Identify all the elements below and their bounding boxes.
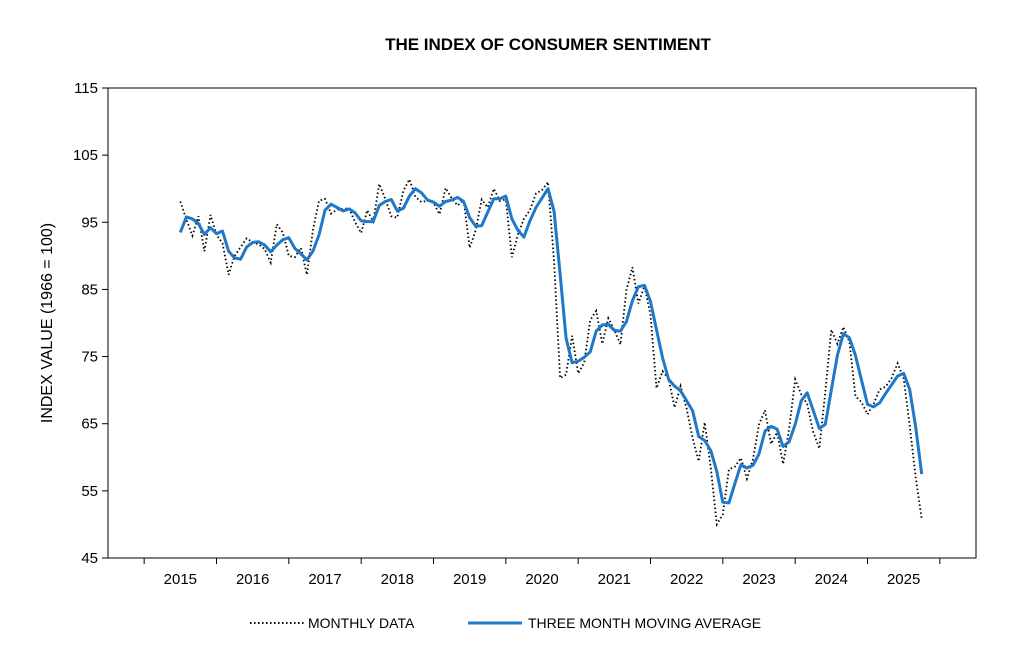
x-tick-label: 2023 — [742, 571, 775, 588]
x-tick-label: 2024 — [815, 571, 848, 588]
legend-item-average: THREE MONTH MOVING AVERAGE — [468, 615, 761, 631]
x-tick-label: 2025 — [887, 571, 920, 588]
y-tick-label: 55 — [81, 483, 98, 500]
y-axis-label: INDEX VALUE (1966 = 100) — [39, 223, 56, 423]
x-tick-label: 2015 — [164, 571, 197, 588]
x-tick-label: 2022 — [670, 571, 703, 588]
x-tick-label: 2016 — [236, 571, 269, 588]
y-tick-label: 85 — [81, 281, 98, 298]
y-tick-label: 115 — [74, 80, 98, 97]
y-tick-label: 105 — [73, 147, 98, 164]
series-line-monthly — [179, 177, 923, 528]
chart-title: THE INDEX OF CONSUMER SENTIMENT — [385, 35, 711, 54]
legend-label-monthly: MONTHLY DATA — [308, 615, 415, 631]
plot-area-frame — [107, 87, 977, 559]
y-tick-label: 45 — [81, 550, 98, 567]
x-tick-label: 2021 — [598, 571, 631, 588]
legend-item-monthly: MONTHLY DATA — [250, 615, 415, 631]
x-tick-label: 2020 — [525, 571, 558, 588]
x-axis: 2015 2016 2017 2018 2019 2020 2021 2022 2023 2024… — [143, 558, 941, 588]
y-tick-label: 75 — [81, 349, 98, 366]
x-tick-label: 2019 — [453, 571, 486, 588]
legend: MONTHLY DATA THREE MONTH MOVING AVERAGE — [250, 615, 761, 631]
y-axis: 45 55 65 75 85 95 105 115 — [73, 80, 108, 567]
y-tick-label: 95 — [81, 214, 98, 231]
series-line-moving-average — [178, 187, 924, 505]
x-tick-label: 2017 — [308, 571, 341, 588]
legend-label-average: THREE MONTH MOVING AVERAGE — [528, 615, 761, 631]
y-tick-label: 65 — [81, 416, 98, 433]
x-tick-label: 2018 — [381, 571, 414, 588]
series-layer — [178, 177, 924, 528]
